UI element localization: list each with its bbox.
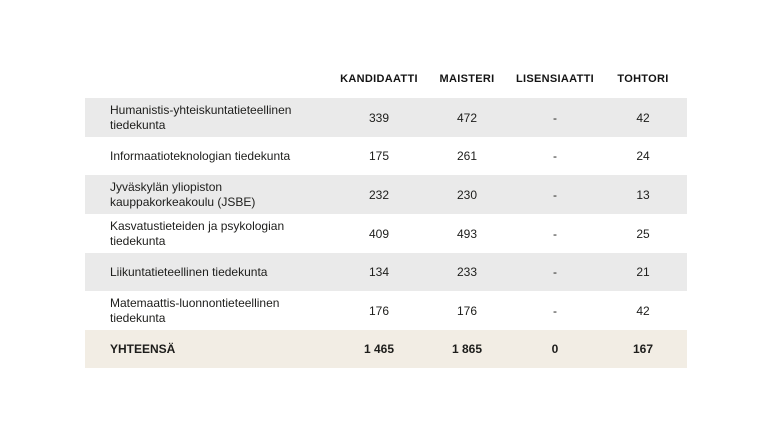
value-cell: 176: [456, 303, 478, 318]
degrees-by-faculty-table: KANDIDAATTI MAISTERI LISENSIAATTI TOHTOR…: [85, 60, 687, 368]
value-cell: 472: [456, 110, 478, 125]
table-header-row: KANDIDAATTI MAISTERI LISENSIAATTI TOHTOR…: [85, 60, 687, 98]
value-cell: 25: [636, 226, 650, 241]
value-cell: -: [553, 226, 557, 241]
total-label: YHTEENSÄ: [110, 341, 176, 356]
value-cell: -: [553, 187, 557, 202]
value-cell: 176: [368, 303, 390, 318]
table-row: Jyväskylän yliopiston kauppakorkeakoulu …: [85, 175, 687, 214]
value-cell: 13: [636, 187, 650, 202]
column-header-kandidaatti: KANDIDAATTI: [340, 73, 418, 85]
value-cell: 134: [368, 265, 390, 279]
value-cell: 42: [636, 303, 650, 318]
value-cell: 24: [636, 149, 650, 163]
corner-cell: [85, 74, 335, 84]
value-cell: 409: [368, 226, 390, 241]
value-cell: -: [553, 149, 557, 163]
total-value-cell: 0: [551, 342, 559, 356]
value-cell: 493: [456, 226, 478, 241]
table-row: Humanistis-yhteiskuntatieteellinen tiede…: [85, 98, 687, 137]
table-row: Liikuntatieteellinen tiedekunta 134 233 …: [85, 253, 687, 291]
value-cell: 233: [456, 265, 478, 279]
table-row: Informaatioteknologian tiedekunta 175 26…: [85, 137, 687, 175]
value-cell: 232: [368, 187, 390, 202]
faculty-name: Liikuntatieteellinen tiedekunta: [110, 264, 268, 279]
total-value-cell: 167: [632, 342, 654, 356]
faculty-name: Matemaattis-luonnontieteellinen tiedekun…: [110, 296, 280, 325]
value-cell: 230: [456, 187, 478, 202]
faculty-name: Kasvatustieteiden ja psykologian tiedeku…: [110, 219, 285, 248]
faculty-name: Informaatioteknologian tiedekunta: [110, 148, 291, 163]
table-row: Kasvatustieteiden ja psykologian tiedeku…: [85, 214, 687, 253]
total-value-cell: 1 865: [451, 342, 483, 356]
faculty-name: Humanistis-yhteiskuntatieteellinen tiede…: [110, 103, 292, 132]
column-header-tohtori: TOHTORI: [617, 73, 669, 85]
table-row: Matemaattis-luonnontieteellinen tiedekun…: [85, 291, 687, 330]
table-total-row: YHTEENSÄ 1 465 1 865 0 167: [85, 330, 687, 368]
column-header-maisteri: MAISTERI: [439, 73, 495, 85]
total-value-cell: 1 465: [363, 342, 395, 356]
value-cell: 175: [368, 149, 390, 163]
value-cell: 339: [368, 110, 390, 125]
value-cell: 42: [636, 110, 650, 125]
value-cell: -: [553, 110, 557, 125]
faculty-name: Jyväskylän yliopiston kauppakorkeakoulu …: [110, 180, 256, 209]
column-header-lisensiaatti: LISENSIAATTI: [516, 73, 594, 85]
value-cell: -: [553, 265, 557, 279]
value-cell: 261: [456, 149, 478, 163]
value-cell: -: [553, 303, 557, 318]
value-cell: 21: [636, 265, 650, 279]
